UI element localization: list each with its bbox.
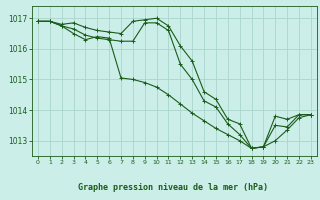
Text: Graphe pression niveau de la mer (hPa): Graphe pression niveau de la mer (hPa) xyxy=(78,183,268,192)
